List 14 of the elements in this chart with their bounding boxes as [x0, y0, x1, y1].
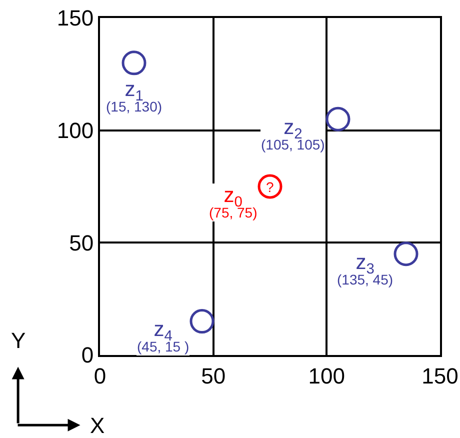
point [190, 309, 214, 334]
x-axis-title: X [90, 413, 105, 438]
annotation: ? [266, 179, 274, 195]
point [326, 106, 350, 132]
y-axis-title: Y [11, 328, 26, 353]
point [122, 50, 146, 76]
x-tick-label: 100 [308, 363, 346, 388]
y-tick-label: 100 [56, 118, 94, 144]
y-tick-label: 0 [81, 342, 94, 368]
point [394, 242, 418, 266]
x-tick-label: 150 [422, 363, 458, 388]
y-tick-label: 50 [69, 230, 94, 256]
y-tick-label: 150 [56, 6, 94, 31]
x-tick-label: 50 [201, 363, 226, 388]
